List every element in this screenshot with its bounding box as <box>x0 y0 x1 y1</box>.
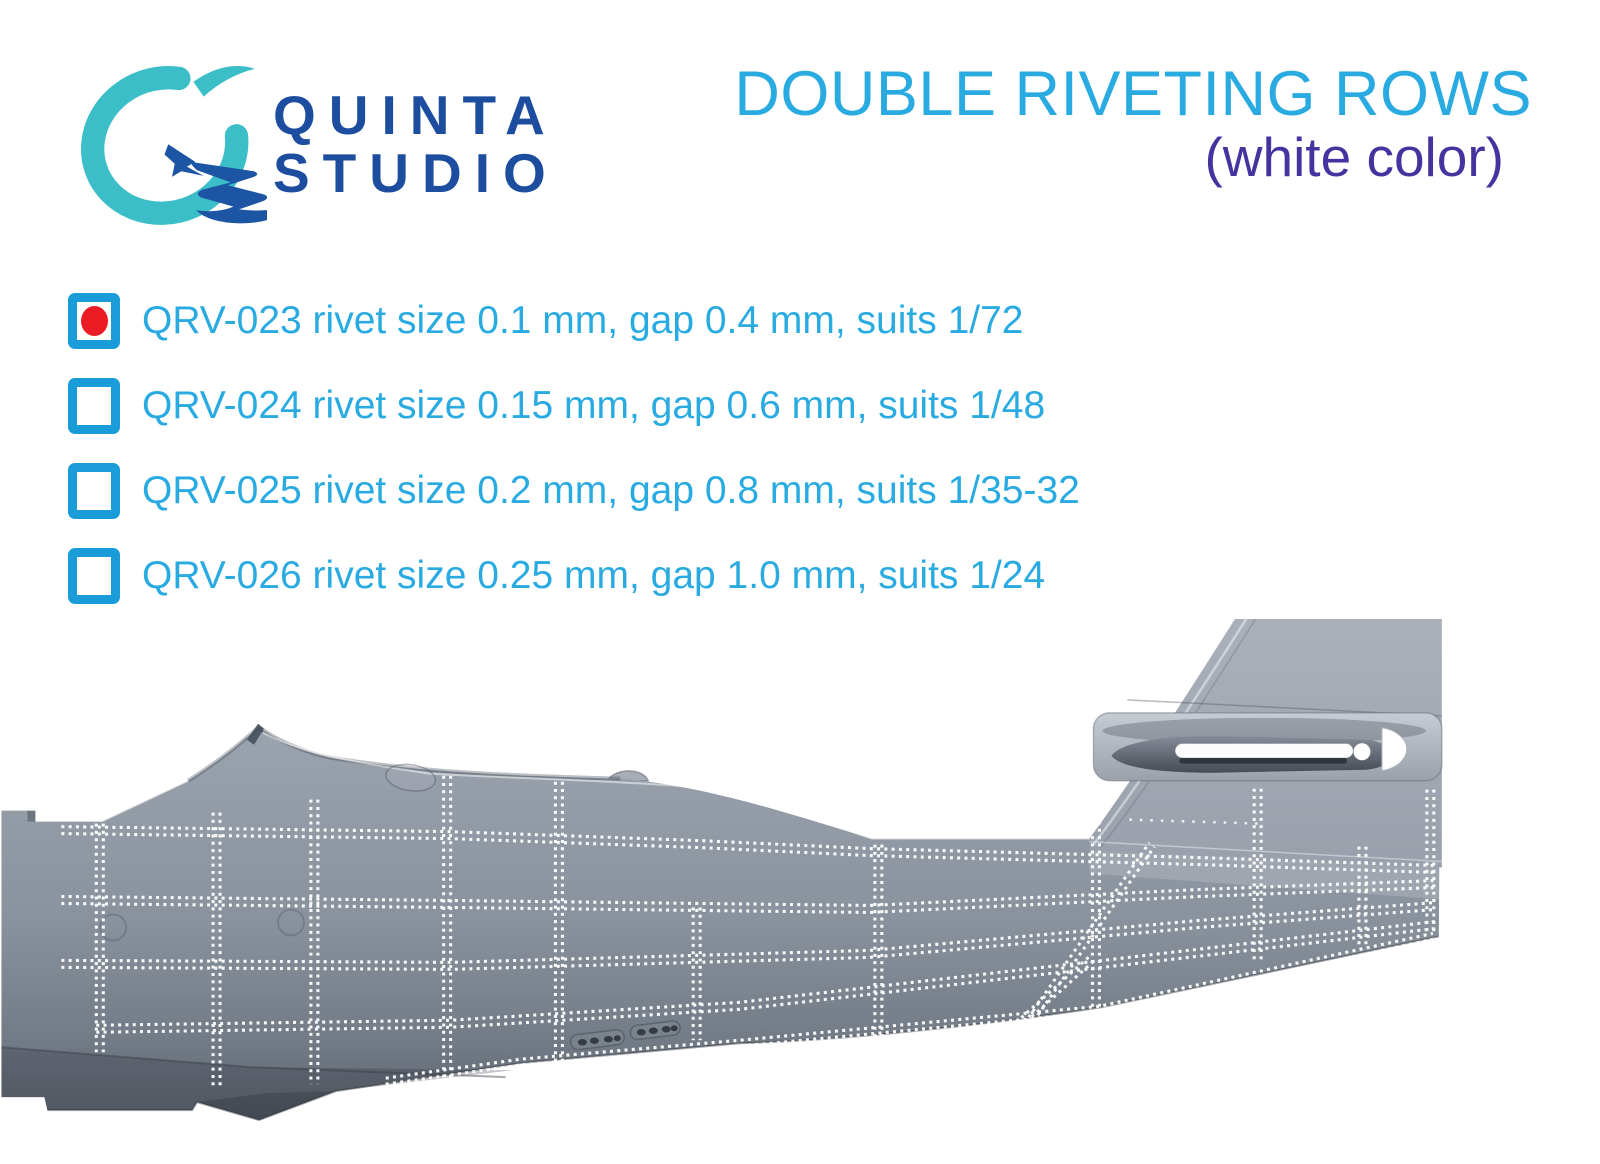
product-label: QRV-026 rivet size 0.25 mm, gap 1.0 mm, … <box>142 553 1046 597</box>
logo-flick <box>193 65 255 97</box>
rivet-row <box>998 955 1091 1039</box>
rivet-row <box>61 907 1436 971</box>
rivet-row <box>61 832 1436 875</box>
product-option[interactable]: QRV-026 rivet size 0.25 mm, gap 1.0 mm, … <box>68 547 1080 604</box>
rivet-row <box>385 931 1434 1080</box>
product-option[interactable]: QRV-024 rivet size 0.15 mm, gap 0.6 mm, … <box>68 377 1080 434</box>
checkbox-unchecked[interactable] <box>68 462 120 519</box>
wing-stub-tip <box>27 810 36 822</box>
page-title: DOUBLE RIVETING ROWS <box>734 59 1532 129</box>
brand-line2: STUDIO <box>273 142 559 204</box>
brand-name: QUINTA STUDIO <box>273 86 559 202</box>
jet-plane-icon <box>164 144 204 177</box>
keel-shadow <box>1 1047 513 1121</box>
aircraft-illustration <box>1 619 1443 1122</box>
rivet-grid <box>61 775 1437 1088</box>
keel-seam-line <box>1 1046 506 1079</box>
logo-swirl-icon <box>81 65 267 225</box>
access-panel-oval <box>385 763 437 792</box>
page-subtitle: (white color) <box>1204 126 1504 188</box>
rivet-row <box>1003 959 1096 1043</box>
fairing-pin <box>1353 743 1371 761</box>
fuselage <box>1 619 1442 1121</box>
product-label: QRV-024 rivet size 0.15 mm, gap 0.6 mm, … <box>142 383 1046 427</box>
fin-base-seam <box>1089 840 1442 863</box>
ventral-flap <box>197 1091 336 1121</box>
spine-ridge-shade <box>187 724 621 783</box>
fin-leading-edge-highlight <box>1092 619 1248 846</box>
rivet-row <box>61 900 1436 964</box>
actuator-fairing <box>1092 712 1443 782</box>
header-title-block: DOUBLE RIVETING ROWS (white color) <box>734 62 1532 186</box>
rivet-row <box>385 937 1434 1086</box>
product-label: QRV-023 rivet size 0.1 mm, gap 0.4 mm, s… <box>142 298 1024 342</box>
access-panel-round-1 <box>99 913 128 942</box>
rivet-row <box>61 825 1436 868</box>
access-panel-round-2 <box>276 908 305 937</box>
product-label: QRV-025 rivet size 0.2 mm, gap 0.8 mm, s… <box>142 468 1080 512</box>
checkbox-checked[interactable] <box>68 292 120 349</box>
checkbox-unchecked[interactable] <box>68 547 120 604</box>
rivet-row <box>96 919 1437 1027</box>
logo-swoosh <box>190 161 267 224</box>
fairing-rod <box>1175 743 1354 758</box>
rivet-row <box>1023 841 1151 1025</box>
vent-group <box>569 1020 681 1051</box>
product-option[interactable]: QRV-023 rivet size 0.1 mm, gap 0.4 mm, s… <box>68 292 1080 349</box>
rivet-row <box>61 878 1436 908</box>
brand-line1: QUINTA <box>273 84 558 146</box>
product-option-list: QRV-023 rivet size 0.1 mm, gap 0.4 mm, s… <box>68 292 1080 632</box>
rivet-row <box>1129 818 1260 825</box>
brand-logo: QUINTA STUDIO <box>62 42 559 252</box>
spine-peak-step <box>247 723 264 745</box>
product-option[interactable]: QRV-025 rivet size 0.2 mm, gap 0.8 mm, s… <box>68 462 1080 519</box>
rivet-row <box>61 885 1436 915</box>
checkbox-unchecked[interactable] <box>68 377 120 434</box>
fairing-cap <box>1381 727 1408 772</box>
fin-leading-edge-line <box>1099 619 1257 849</box>
top-edge-highlight <box>100 731 1090 840</box>
rivet-row <box>96 926 1437 1034</box>
checked-red-dot <box>80 305 108 336</box>
rivet-row <box>1028 845 1156 1029</box>
